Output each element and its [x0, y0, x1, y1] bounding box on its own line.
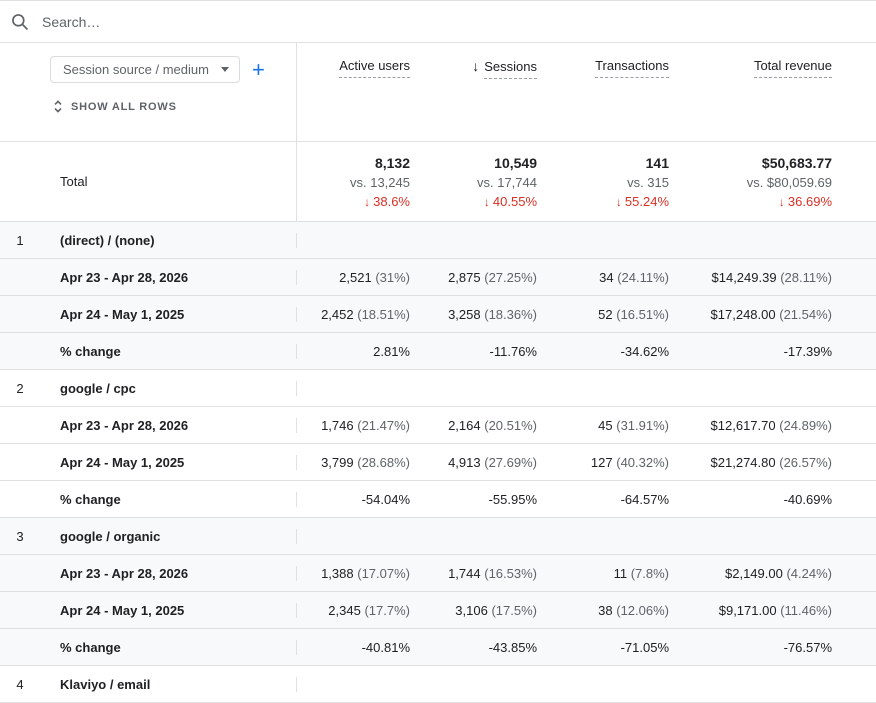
row-number: 1 — [16, 232, 24, 248]
metric-cell: $17,248.00 (21.54%) — [710, 306, 832, 322]
metric-cell: $2,149.00 (4.24%) — [725, 565, 832, 581]
arrow-down-icon: ↓ — [364, 194, 371, 209]
sort-descending-icon: ↓ — [472, 58, 480, 74]
metric-cell: 2,875 (27.25%) — [448, 269, 537, 285]
metric-cell: -71.05% — [620, 639, 669, 655]
metric-cell: -11.76% — [489, 343, 537, 359]
metric-cell: $12,617.70 (24.89%) — [710, 417, 832, 433]
metric-cell: 38 (12.06%) — [598, 602, 669, 618]
date-row-previous: Apr 24 - May 1, 2025 3,799 (28.68%) 4,91… — [0, 444, 876, 481]
dimension-selector-dropdown[interactable]: Session source / medium — [50, 56, 240, 83]
search-bar[interactable] — [0, 0, 876, 43]
date-range-label: Apr 23 - Apr 28, 2026 — [40, 417, 297, 433]
percent-change-label: % change — [40, 639, 297, 655]
total-active-users: 8,132 vs. 13,245 ↓ 38.6% — [350, 154, 410, 209]
table-header-row: Session source / medium + SHOW ALL ROWS … — [0, 43, 876, 142]
metric-cell: -64.57% — [620, 491, 669, 507]
date-range-label: Apr 24 - May 1, 2025 — [40, 602, 297, 618]
total-transactions: 141 vs. 315 ↓ 55.24% — [615, 154, 669, 209]
date-row-current: Apr 23 - Apr 28, 2026 1,388 (17.07%) 1,7… — [0, 555, 876, 592]
metric-cell: 2.81% — [373, 343, 410, 359]
show-all-rows-label: SHOW ALL ROWS — [71, 100, 177, 113]
metric-cell: -17.39% — [783, 343, 832, 359]
column-header-sessions[interactable]: Sessions — [484, 59, 537, 79]
metric-cell: 2,521 (31%) — [339, 269, 410, 285]
dimension-row: 1 (direct) / (none) — [0, 222, 876, 259]
percent-change-row: % change -54.04% -55.95% -64.57% -40.69% — [0, 481, 876, 518]
row-number: 3 — [16, 528, 24, 544]
dimension-row: 3 google / organic — [0, 518, 876, 555]
row-number: 2 — [16, 380, 24, 396]
arrow-down-icon: ↓ — [483, 194, 490, 209]
percent-change-row: % change 2.81% -11.76% -34.62% -17.39% — [0, 333, 876, 370]
total-sessions: 10,549 vs. 17,744 ↓ 40.55% — [477, 154, 537, 209]
metric-cell: 52 (16.51%) — [598, 306, 669, 322]
percent-change-label: % change — [40, 343, 297, 359]
date-range-label: Apr 23 - Apr 28, 2026 — [40, 269, 297, 285]
dimension-value: google / cpc — [40, 380, 297, 396]
total-label: Total — [40, 142, 297, 221]
date-row-current: Apr 23 - Apr 28, 2026 1,746 (21.47%) 2,1… — [0, 407, 876, 444]
percent-change-label: % change — [40, 491, 297, 507]
date-range-label: Apr 23 - Apr 28, 2026 — [40, 565, 297, 581]
show-all-rows-button[interactable]: SHOW ALL ROWS — [50, 100, 177, 113]
column-header-active-users[interactable]: Active users — [339, 58, 410, 78]
search-icon — [12, 13, 29, 30]
metric-cell: $14,249.39 (28.11%) — [711, 269, 833, 285]
metric-cell: 2,452 (18.51%) — [321, 306, 410, 322]
dimension-selector-label: Session source / medium — [63, 62, 209, 77]
column-header-transactions[interactable]: Transactions — [595, 58, 669, 78]
metric-cell: 2,345 (17.7%) — [328, 602, 410, 618]
metric-cell: -55.95% — [488, 491, 537, 507]
metric-cell: -40.81% — [361, 639, 410, 655]
chevron-down-icon — [220, 67, 229, 72]
metric-cell: 34 (24.11%) — [599, 269, 669, 285]
metric-cell: 45 (31.91%) — [598, 417, 669, 433]
column-header-total-revenue[interactable]: Total revenue — [753, 58, 832, 78]
row-number-header — [0, 43, 40, 141]
metric-cell: 127 (40.32%) — [590, 454, 669, 470]
metric-cell: 1,746 (21.47%) — [321, 417, 410, 433]
metric-cell: $9,171.00 (11.46%) — [718, 602, 832, 618]
date-row-previous: Apr 24 - May 1, 2025 2,345 (17.7%) 3,106… — [0, 592, 876, 629]
metric-cell: 1,388 (17.07%) — [321, 565, 410, 581]
date-range-label: Apr 24 - May 1, 2025 — [40, 306, 297, 322]
arrow-down-icon: ↓ — [778, 194, 785, 209]
arrow-down-icon: ↓ — [615, 194, 622, 209]
metric-cell: 4,913 (27.69%) — [448, 454, 537, 470]
metric-cell: 2,164 (20.51%) — [448, 417, 537, 433]
dimension-row: 2 google / cpc — [0, 370, 876, 407]
metric-cell: -34.62% — [620, 343, 669, 359]
metric-cell: 1,744 (16.53%) — [448, 565, 537, 581]
add-dimension-button[interactable]: + — [248, 57, 269, 83]
dimension-value: google / organic — [40, 528, 297, 544]
metric-cell: $21,274.80 (26.57%) — [710, 454, 832, 470]
metric-cell: -54.04% — [361, 491, 410, 507]
date-row-current: Apr 23 - Apr 28, 2026 2,521 (31%) 2,875 … — [0, 259, 876, 296]
dimension-value: Klaviyo / email — [40, 676, 297, 692]
metric-cell: 3,106 (17.5%) — [455, 602, 537, 618]
total-row: Total 8,132 vs. 13,245 ↓ 38.6% 10,549 vs.… — [0, 142, 876, 222]
dimension-value: (direct) / (none) — [40, 232, 297, 248]
metric-cell: -76.57% — [783, 639, 832, 655]
percent-change-row: % change -40.81% -43.85% -71.05% -76.57% — [0, 629, 876, 666]
unfold-more-icon — [54, 100, 62, 113]
metric-cell: -40.69% — [783, 491, 832, 507]
metric-cell: -43.85% — [488, 639, 537, 655]
date-row-previous: Apr 24 - May 1, 2025 2,452 (18.51%) 3,25… — [0, 296, 876, 333]
date-range-label: Apr 24 - May 1, 2025 — [40, 454, 297, 470]
metric-cell: 3,799 (28.68%) — [321, 454, 410, 470]
row-number: 4 — [16, 676, 24, 692]
dimension-header-cell: Session source / medium + SHOW ALL ROWS — [40, 43, 297, 141]
total-revenue: $50,683.77 vs. $80,059.69 ↓ 36.69% — [746, 154, 832, 209]
search-input[interactable] — [42, 13, 866, 30]
metric-cell: 3,258 (18.36%) — [448, 306, 537, 322]
metric-cell: 11 (7.8%) — [613, 565, 669, 581]
